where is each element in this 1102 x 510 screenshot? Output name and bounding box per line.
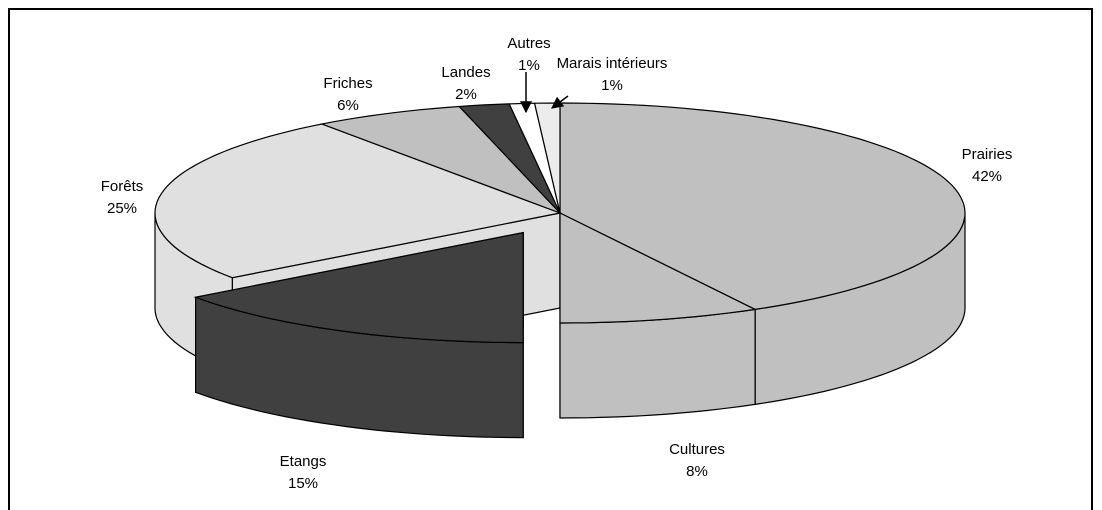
leader-arrow xyxy=(551,95,569,109)
slice-label: Forêts xyxy=(101,178,144,195)
slice xyxy=(559,102,966,311)
slice-label: Autres xyxy=(507,35,550,52)
value-label: 1% xyxy=(601,77,623,94)
slice xyxy=(533,102,561,214)
slice-side xyxy=(559,308,756,419)
slice xyxy=(319,105,561,214)
slice xyxy=(154,123,563,279)
slice-label: Etangs xyxy=(280,453,327,470)
value-label: 25% xyxy=(107,200,137,217)
value-label: 8% xyxy=(686,463,708,480)
value-label: 15% xyxy=(288,475,318,492)
slice-label: Landes xyxy=(441,64,490,81)
labels: Prairies 42% Cultures 8% Etangs 15% Forêts 25% F… xyxy=(101,35,1013,492)
slice xyxy=(559,212,758,324)
value-label: 2% xyxy=(455,86,477,103)
slice-label: Prairies xyxy=(962,146,1013,163)
slice-label: Cultures xyxy=(669,441,725,458)
value-label: 1% xyxy=(518,57,540,74)
frame xyxy=(8,8,1093,510)
slice-label: Marais intérieurs xyxy=(557,55,668,72)
pie xyxy=(154,102,966,439)
slice-label: Friches xyxy=(323,75,372,92)
value-label: 6% xyxy=(337,97,359,114)
slice xyxy=(193,231,524,344)
value-label: 42% xyxy=(972,168,1002,185)
